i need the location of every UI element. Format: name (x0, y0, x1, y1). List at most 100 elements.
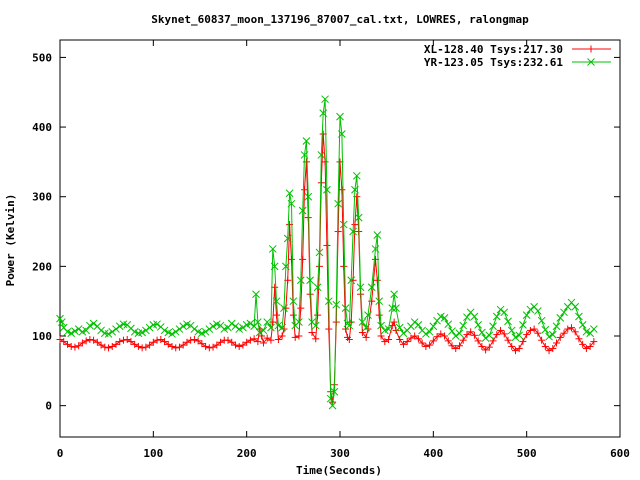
data-point (142, 343, 150, 351)
data-point (201, 327, 210, 336)
data-point (340, 262, 348, 270)
data-point (575, 335, 583, 343)
data-point (246, 336, 254, 344)
data-point (168, 330, 176, 338)
data-point (541, 325, 550, 334)
data-point (567, 324, 575, 332)
data-point (157, 335, 165, 343)
data-point (534, 329, 542, 337)
data-point (339, 220, 348, 229)
data-point (556, 314, 565, 322)
data-point (356, 283, 365, 292)
data-point (338, 186, 346, 194)
data-point (115, 322, 124, 331)
data-point (474, 337, 482, 345)
data-point (306, 276, 314, 285)
data-point (231, 341, 239, 349)
data-point (575, 312, 583, 321)
data-point (63, 340, 71, 348)
data-point (112, 325, 120, 333)
data-point (367, 283, 376, 292)
y-tick-label: 0 (45, 400, 52, 413)
legend-label: XL-128.40 Tsys:217.30 (424, 43, 563, 56)
data-point (235, 342, 243, 350)
data-point (301, 186, 309, 194)
data-point (127, 338, 135, 346)
data-point (190, 335, 198, 343)
data-point (250, 335, 258, 343)
data-point (452, 345, 460, 353)
series-layer (56, 95, 598, 410)
legend-marker (587, 58, 595, 66)
data-point (198, 340, 206, 348)
data-point (448, 342, 456, 350)
data-point (396, 335, 404, 343)
data-point (538, 336, 546, 344)
data-point (146, 341, 154, 349)
data-point (285, 189, 294, 198)
data-point (328, 401, 337, 410)
data-point (302, 137, 311, 145)
data-point (75, 342, 83, 350)
data-point (448, 327, 456, 335)
y-tick-label: 500 (32, 51, 52, 64)
data-point (314, 311, 322, 319)
data-point (299, 255, 307, 263)
data-point (263, 318, 272, 326)
data-point (341, 304, 350, 313)
data-point (388, 304, 397, 313)
data-point (500, 330, 508, 338)
data-point (545, 347, 553, 355)
data-point (60, 338, 68, 346)
data-point (90, 336, 98, 344)
data-point (489, 322, 497, 331)
data-point (300, 151, 309, 159)
data-point (274, 335, 282, 343)
data-point (297, 304, 305, 312)
data-point (175, 325, 184, 333)
data-point (268, 245, 277, 253)
data-point (451, 332, 460, 340)
data-point (403, 338, 411, 346)
data-point (283, 234, 292, 243)
data-point (440, 314, 449, 322)
data-point (422, 342, 430, 350)
data-point (523, 331, 531, 339)
data-point (358, 318, 367, 326)
data-point (187, 336, 195, 344)
data-point (149, 338, 157, 346)
data-point (411, 332, 419, 340)
data-point (560, 329, 568, 337)
data-point (530, 325, 538, 333)
y-tick-label: 200 (32, 260, 52, 273)
data-point (289, 297, 298, 306)
x-tick-label: 500 (517, 447, 537, 460)
data-point (508, 342, 516, 350)
data-point (82, 326, 90, 335)
data-point (258, 332, 266, 340)
data-point (418, 339, 426, 347)
data-point (71, 327, 79, 335)
data-point (560, 308, 568, 317)
data-point (556, 333, 564, 341)
data-point (500, 308, 509, 317)
x-tick-label: 0 (57, 447, 64, 460)
data-point (272, 297, 281, 306)
data-point (515, 331, 524, 340)
data-point (496, 305, 505, 314)
data-point (172, 344, 180, 352)
data-point (323, 241, 331, 249)
data-point (345, 335, 353, 343)
data-point (267, 336, 275, 344)
data-point (108, 327, 117, 336)
data-point (259, 326, 268, 335)
data-point (334, 199, 342, 208)
series-2 (56, 95, 598, 410)
data-point (313, 283, 322, 292)
data-point (131, 340, 139, 348)
data-point (93, 338, 101, 346)
data-point (112, 340, 120, 348)
data-point (330, 387, 339, 396)
data-point (429, 322, 438, 331)
